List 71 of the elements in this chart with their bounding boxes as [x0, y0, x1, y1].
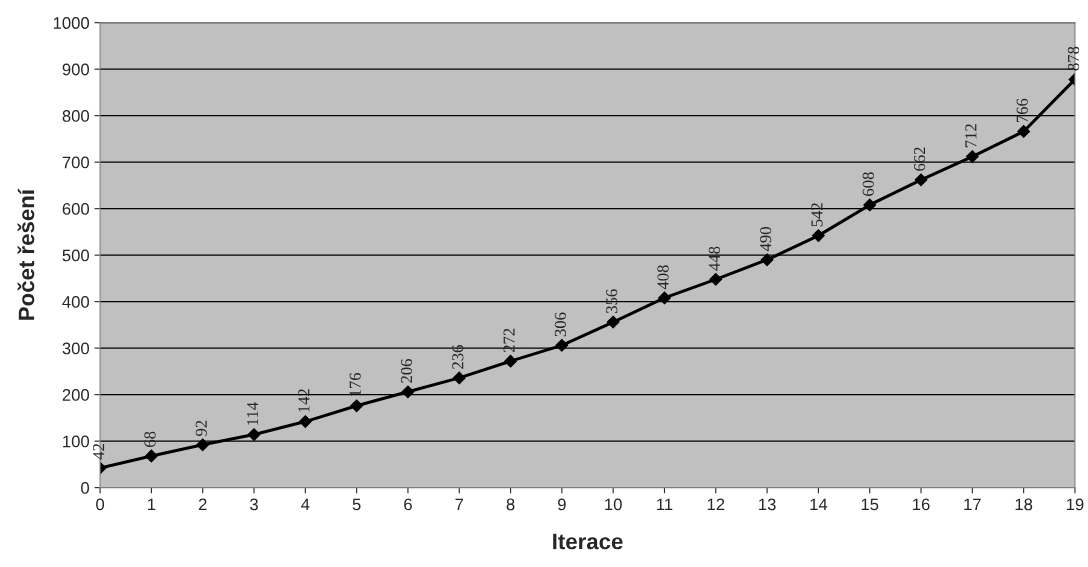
data-label: 206 [400, 359, 413, 383]
data-label: 142 [298, 389, 310, 412]
y-tick-label: 300 [62, 342, 90, 355]
y-tick-label: 400 [62, 296, 90, 308]
data-label: 114 [247, 402, 259, 425]
point [555, 338, 569, 352]
data-label: 272 [503, 328, 515, 353]
y-tick-label: 100 [63, 435, 90, 448]
point [606, 315, 620, 329]
y-tick-label: 700 [62, 156, 90, 169]
point [247, 428, 261, 442]
y-tick-label: 200 [62, 389, 90, 401]
point [658, 291, 671, 305]
x-tick-label: 6 [404, 498, 412, 511]
y-tick-label: 800 [62, 110, 90, 122]
point [196, 438, 210, 452]
data-label: 176 [349, 372, 361, 396]
point [452, 371, 466, 385]
x-tick-label: 10 [605, 498, 622, 511]
x-tick-label: 18 [1015, 498, 1033, 511]
data-label: 878 [1067, 46, 1080, 71]
data-label: 92 [195, 420, 207, 436]
point [1017, 125, 1031, 138]
y-tick-label: 500 [62, 249, 90, 262]
data-label: 542 [811, 203, 823, 227]
data-label: 408 [657, 265, 669, 290]
point [811, 229, 825, 243]
x-tick-label: 5 [352, 498, 361, 511]
x-tick-label: 19 [1066, 498, 1084, 511]
point [298, 415, 312, 429]
x-tick-label: 13 [759, 498, 776, 511]
x-tick-label: 14 [810, 498, 828, 511]
x-tick-label: 16 [913, 498, 930, 511]
data-label: 662 [913, 147, 926, 171]
x-tick-label: 17 [964, 498, 981, 511]
y-tick-label: 0 [81, 482, 90, 494]
point [760, 253, 774, 267]
y-tick-label: 1000 [53, 17, 90, 29]
x-tick-label: 0 [96, 498, 105, 511]
point [350, 399, 364, 413]
point [401, 385, 415, 399]
data-label: 448 [708, 246, 720, 271]
point [504, 354, 517, 368]
x-tick-label: 2 [198, 498, 207, 511]
y-tick-label: 600 [62, 203, 90, 215]
data-label: 236 [452, 345, 464, 369]
x-tick-label: 8 [506, 498, 515, 511]
x-tick-label: 11 [657, 498, 673, 511]
data-label: 306 [554, 312, 567, 337]
data-label: 490 [760, 227, 772, 252]
point [709, 272, 723, 286]
point [144, 449, 158, 463]
x-tick-label: 4 [301, 498, 310, 511]
x-tick-label: 15 [861, 498, 879, 511]
x-tick-label: 7 [455, 498, 464, 511]
data-label: 608 [862, 172, 874, 196]
data-label: 766 [1016, 98, 1028, 123]
y-axis-title: Počet řešení [17, 188, 35, 320]
x-tick-label: 3 [250, 498, 258, 511]
x-tick-label: 12 [707, 498, 725, 511]
point [965, 150, 979, 163]
x-tick-label: 1 [148, 498, 156, 511]
x-tick-label: 9 [558, 498, 566, 511]
point [863, 198, 877, 212]
data-label: 68 [144, 431, 156, 447]
data-label: 42 [93, 444, 105, 460]
point [914, 173, 928, 187]
x-axis-title: Iterace [553, 533, 623, 550]
data-label: 712 [965, 124, 977, 148]
data-label: 356 [606, 289, 618, 313]
y-tick-label: 900 [62, 63, 90, 76]
